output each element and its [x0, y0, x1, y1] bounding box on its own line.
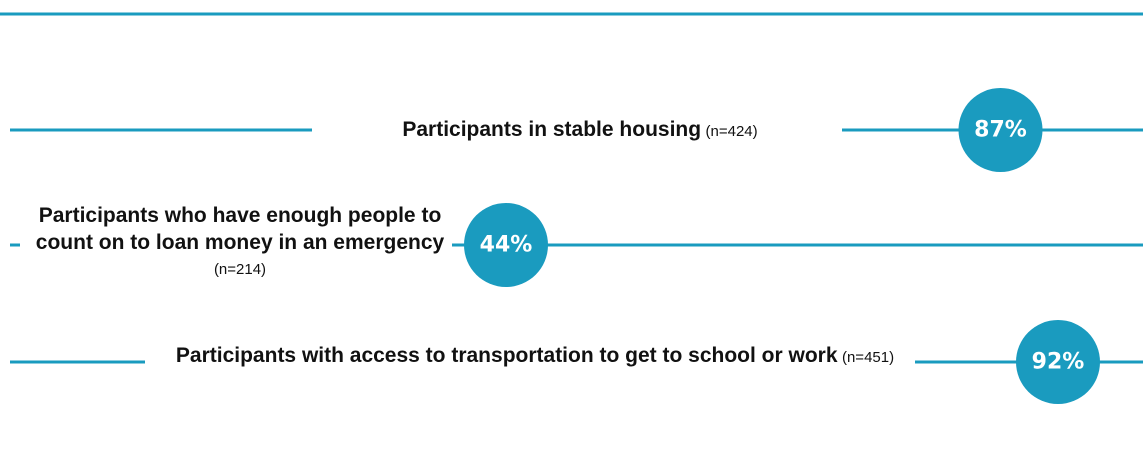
value-dot: [1016, 320, 1100, 404]
item-title: Participants with access to transportati…: [175, 344, 838, 367]
item-note: (n=214): [213, 261, 267, 278]
value-dot: [958, 88, 1043, 172]
item-title: Participants in stable housing: [402, 118, 702, 141]
item-note: (n=424): [705, 123, 758, 140]
value-dot: [464, 203, 548, 287]
item-note: (n=451): [841, 349, 895, 366]
value-label: 87%: [974, 118, 1027, 143]
item-label: Participants in stable housing (n=424): [330, 117, 830, 144]
item-label: Participants who have enough people to c…: [30, 203, 450, 282]
value-label: 44%: [480, 233, 533, 258]
item-title: Participants who have enough people to c…: [35, 204, 445, 254]
value-label: 92%: [1032, 350, 1085, 375]
item-label: Participants with access to transportati…: [155, 343, 915, 370]
